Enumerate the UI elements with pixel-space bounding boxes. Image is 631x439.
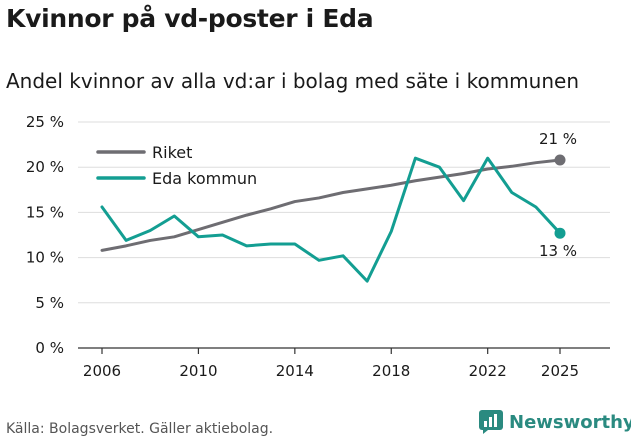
- x-tick-label: 2014: [276, 362, 314, 380]
- series-lines: [100, 154, 566, 283]
- y-tick-label: 5 %: [35, 294, 64, 312]
- newsworthy-logo-icon: [479, 410, 503, 434]
- x-tick-label: 2022: [469, 362, 507, 380]
- y-tick-label: 20 %: [26, 158, 64, 176]
- source-note: Källa: Bolagsverket. Gäller aktiebolag.: [6, 421, 274, 437]
- legend-label: Eda kommun: [152, 169, 257, 188]
- x-tick-label: 2010: [179, 362, 217, 380]
- series-line-0: [100, 158, 562, 252]
- y-tick-label: 10 %: [26, 249, 64, 267]
- x-tick-label: 2025: [541, 362, 579, 380]
- line-chart: 0 % 5 % 10 % 15 % 20 % 25 % 2006 2010 2014 2018 20…: [26, 113, 610, 380]
- y-tick-label: 15 %: [26, 203, 64, 221]
- end-labels: 21 % 13 %: [539, 130, 577, 260]
- legend: Riket Eda kommun: [96, 143, 257, 188]
- series-end-marker-1: [554, 227, 566, 239]
- series-end-label: 21 %: [539, 130, 577, 148]
- axis-labels: 0 % 5 % 10 % 15 % 20 % 25 % 2006 2010 2014 2018 20…: [26, 113, 579, 380]
- chart-subtitle: Andel kvinnor av alla vd:ar i bolag med …: [6, 69, 579, 93]
- x-tick-label: 2018: [372, 362, 410, 380]
- series-end-marker-0: [554, 154, 566, 166]
- chart-title: Kvinnor på vd-poster i Eda: [6, 4, 374, 33]
- brand-name: Newsworthy: [509, 411, 631, 433]
- x-tick-label: 2006: [83, 362, 121, 380]
- legend-label: Riket: [152, 143, 192, 162]
- brand-logo[interactable]: Newsworthy: [478, 408, 631, 436]
- y-tick-label: 25 %: [26, 113, 64, 131]
- series-line-1: [100, 156, 562, 283]
- y-tick-label: 0 %: [35, 339, 64, 357]
- series-end-label: 13 %: [539, 242, 577, 260]
